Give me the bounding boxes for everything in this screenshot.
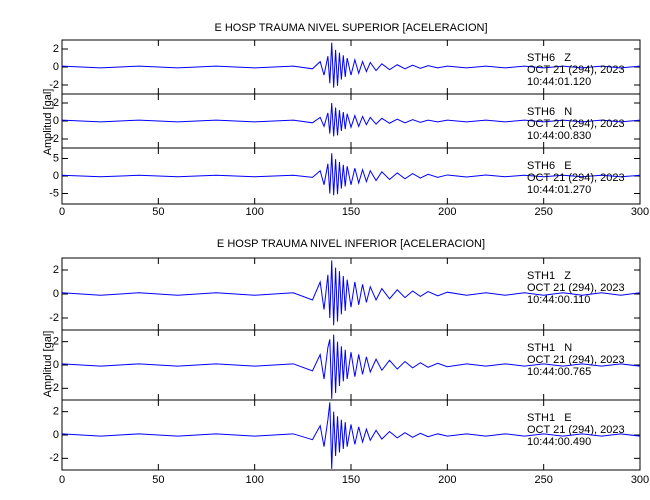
y-tick-label: 2: [53, 264, 59, 276]
y-tick-label: 2: [53, 406, 59, 418]
trace-annotation: STH6 Z: [527, 52, 571, 64]
trace-annotation: 10:44:00.830: [527, 130, 591, 142]
waveform: [61, 334, 641, 399]
x-tick-label: 250: [534, 206, 552, 218]
y-tick-label: 0: [53, 115, 59, 127]
x-tick-label: 0: [59, 474, 65, 486]
trace-annotation: OCT 21 (294), 2023: [527, 282, 625, 294]
x-tick-label: 200: [438, 474, 456, 486]
y-tick-label: -2: [49, 382, 59, 394]
chart-title: E HOSP TRAUMA NIVEL SUPERIOR [ACELERACIO…: [214, 22, 487, 34]
trace-annotation: OCT 21 (294), 2023: [527, 118, 625, 130]
y-tick-label: -2: [49, 79, 59, 91]
x-tick-label: 250: [534, 474, 552, 486]
trace-annotation: 10:44:00.765: [527, 366, 591, 378]
y-tick-label: 5: [53, 152, 59, 164]
y-tick-label: -2: [49, 452, 59, 464]
y-tick-label: -5: [49, 187, 59, 199]
waveform: [61, 102, 641, 137]
waveform: [61, 42, 641, 88]
x-tick-label: 300: [631, 206, 649, 218]
chart-title: E HOSP TRAUMA NIVEL INFERIOR [ACELERACIO…: [217, 238, 485, 250]
x-tick-label: 100: [245, 474, 263, 486]
y-tick-label: 0: [53, 61, 59, 73]
y-tick-label: 0: [53, 429, 59, 441]
waveform: [61, 260, 641, 326]
y-tick-label: 2: [53, 97, 59, 109]
x-tick-label: 0: [59, 206, 65, 218]
trace-annotation: OCT 21 (294), 2023: [527, 172, 625, 184]
trace-annotation: STH1 Z: [527, 270, 571, 282]
trace-annotation: OCT 21 (294), 2023: [527, 424, 625, 436]
y-tick-label: 2: [53, 336, 59, 348]
y-tick-label: 2: [53, 43, 59, 55]
waveform: [61, 153, 641, 196]
waveform: [61, 402, 641, 469]
y-tick-label: 0: [53, 170, 59, 182]
y-tick-label: -2: [49, 312, 59, 324]
trace-annotation: STH1 N: [527, 342, 572, 354]
trace-annotation: 10:44:00.490: [527, 436, 591, 448]
trace-annotation: 10:44:01.270: [527, 184, 591, 196]
y-axis-label: Amplitud [gal]: [42, 331, 54, 398]
x-tick-label: 100: [245, 206, 263, 218]
x-tick-label: 150: [342, 474, 360, 486]
y-axis-label: Amplitud [gal]: [42, 89, 54, 156]
x-tick-label: 200: [438, 206, 456, 218]
trace-annotation: 10:44:00.110: [527, 294, 590, 306]
x-tick-label: 150: [342, 206, 360, 218]
x-tick-label: 300: [631, 474, 649, 486]
x-tick-label: 50: [152, 474, 164, 486]
trace-annotation: 10:44:01.120: [527, 76, 591, 88]
trace-annotation: STH6 E: [527, 160, 572, 172]
y-tick-label: -2: [49, 133, 59, 145]
trace-annotation: STH6 N: [527, 106, 572, 118]
y-tick-label: 0: [53, 288, 59, 300]
y-tick-label: 0: [53, 359, 59, 371]
trace-annotation: OCT 21 (294), 2023: [527, 354, 625, 366]
x-tick-label: 50: [152, 206, 164, 218]
trace-annotation: OCT 21 (294), 2023: [527, 64, 625, 76]
trace-annotation: STH1 E: [527, 412, 572, 424]
